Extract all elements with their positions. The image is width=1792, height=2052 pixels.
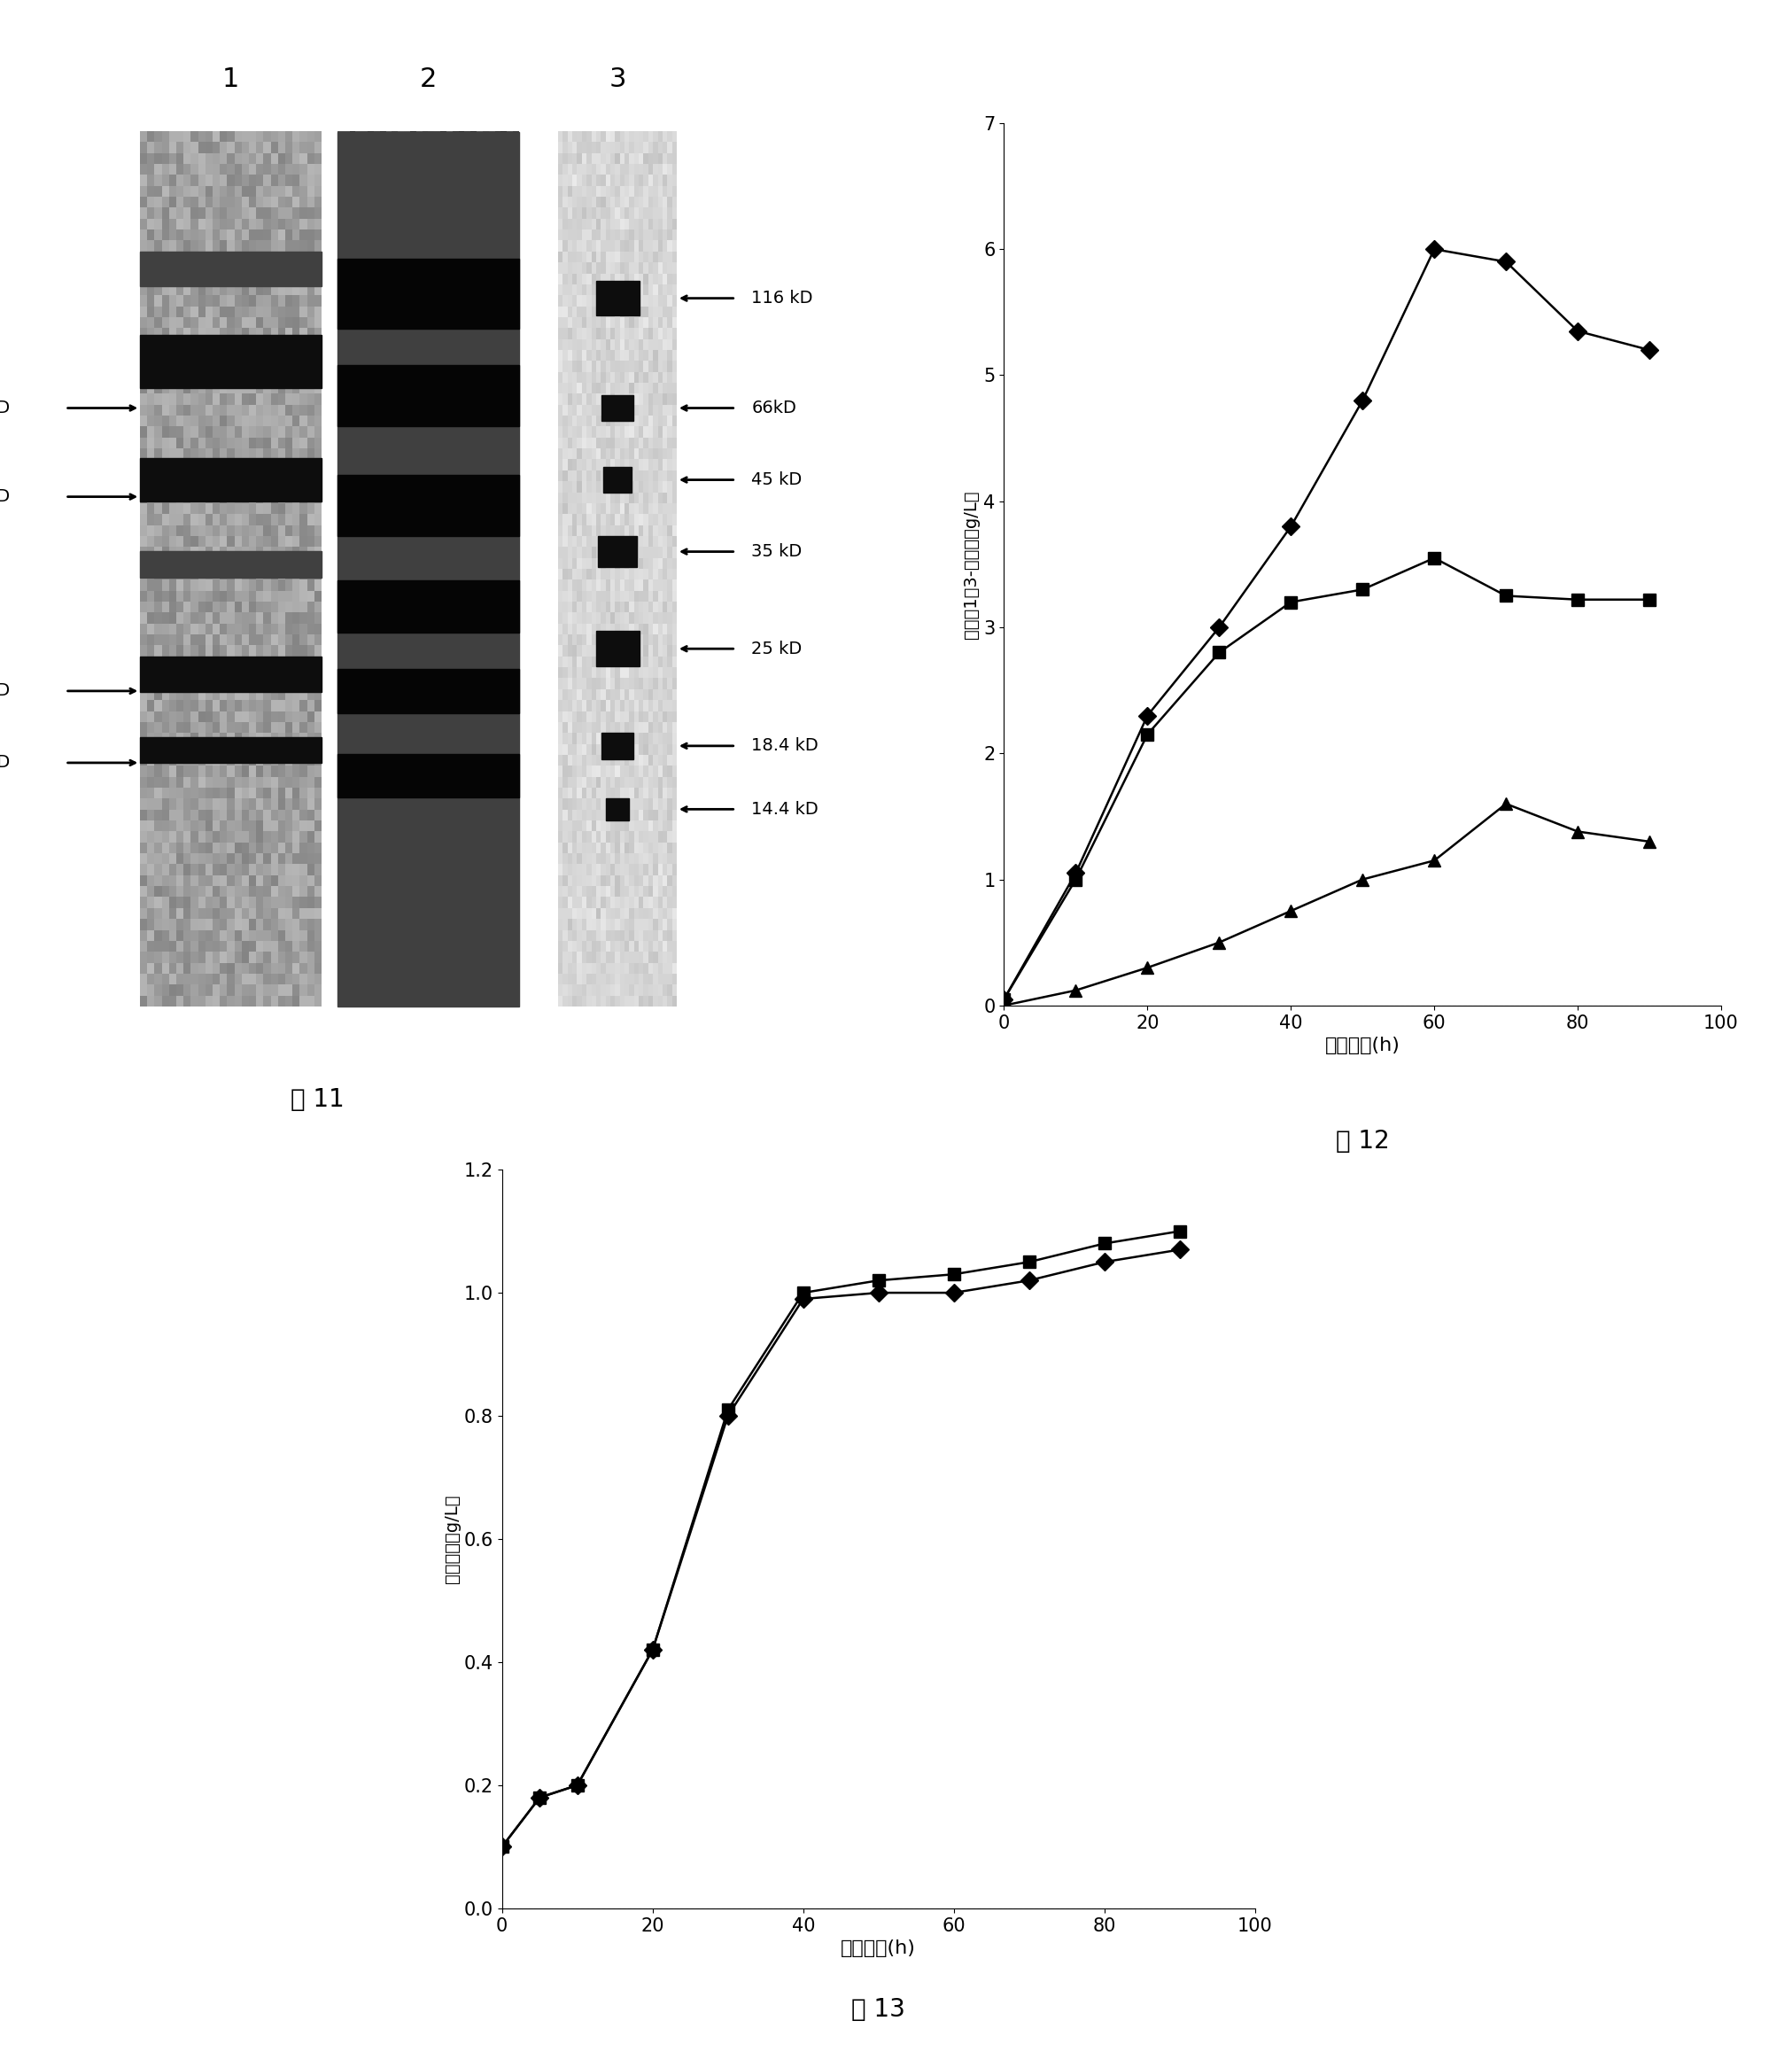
Bar	[140, 458, 321, 501]
Text: 15 kD: 15 kD	[0, 755, 11, 772]
Text: 2: 2	[419, 66, 437, 92]
Bar	[595, 281, 640, 316]
Text: 45 kD: 45 kD	[751, 472, 801, 488]
Bar	[140, 250, 321, 285]
Text: 3: 3	[609, 66, 625, 92]
Bar	[140, 552, 321, 577]
Bar	[140, 657, 321, 692]
Text: 1: 1	[222, 66, 240, 92]
Text: 43 kD: 43 kD	[0, 488, 11, 505]
Text: 14.4 kD: 14.4 kD	[751, 800, 819, 817]
Text: 18.4 kD: 18.4 kD	[751, 737, 819, 755]
Bar	[337, 474, 518, 536]
Text: 25 kD: 25 kD	[751, 640, 801, 657]
X-axis label: 发酵时间(h): 发酵时间(h)	[840, 1939, 916, 1958]
Bar	[140, 334, 321, 388]
Bar	[337, 581, 518, 632]
Text: 35 kD: 35 kD	[751, 544, 801, 560]
Text: 116 kD: 116 kD	[751, 289, 814, 306]
Text: 图 13: 图 13	[851, 1997, 905, 2021]
Text: 66kD: 66kD	[751, 400, 796, 417]
Bar	[604, 466, 631, 492]
Bar	[606, 798, 629, 821]
X-axis label: 发酵时间(h): 发酵时间(h)	[1324, 1036, 1400, 1055]
Y-axis label: 细胞干重（g/L）: 细胞干重（g/L）	[443, 1494, 461, 1584]
Text: 图 12: 图 12	[1335, 1129, 1389, 1153]
Bar	[597, 536, 636, 566]
Bar	[602, 733, 633, 759]
Bar	[337, 131, 518, 1008]
Bar	[337, 259, 518, 328]
Bar	[595, 632, 640, 667]
Bar	[602, 394, 633, 421]
Text: 21 kD: 21 kD	[0, 683, 11, 700]
Bar	[140, 737, 321, 763]
Bar	[337, 365, 518, 427]
Bar	[337, 669, 518, 712]
Bar	[337, 753, 518, 798]
Text: 图 11: 图 11	[290, 1088, 344, 1112]
Y-axis label: 甘油和1，3-丙二醇（g/L）: 甘油和1，3-丙二醇（g/L）	[962, 490, 980, 638]
Text: 61 kD: 61 kD	[0, 400, 11, 417]
